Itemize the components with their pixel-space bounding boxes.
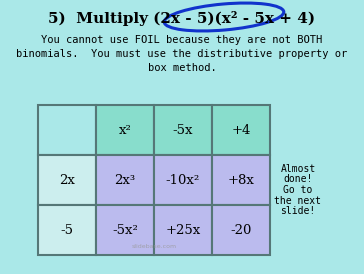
- Bar: [38, 105, 96, 155]
- Text: +8x: +8x: [228, 173, 254, 187]
- Bar: [38, 205, 96, 255]
- Bar: [154, 155, 212, 205]
- Text: slide!: slide!: [280, 206, 316, 216]
- Text: binomials.  You must use the distributive property or: binomials. You must use the distributive…: [16, 49, 348, 59]
- Text: x²: x²: [119, 124, 131, 136]
- Text: +4: +4: [231, 124, 251, 136]
- Bar: [96, 155, 154, 205]
- Text: 2x: 2x: [59, 173, 75, 187]
- Text: done!: done!: [283, 175, 313, 184]
- Bar: [212, 205, 270, 255]
- Text: the next: the next: [274, 196, 321, 206]
- Bar: [96, 205, 154, 255]
- Bar: [154, 105, 212, 155]
- Text: Go to: Go to: [283, 185, 313, 195]
- Text: slidebase.com: slidebase.com: [131, 244, 177, 250]
- Bar: [96, 105, 154, 155]
- Text: 2x³: 2x³: [114, 173, 135, 187]
- Text: -20: -20: [230, 224, 252, 236]
- Bar: [38, 155, 96, 205]
- Text: -10x²: -10x²: [166, 173, 200, 187]
- Text: +25x: +25x: [165, 224, 201, 236]
- Text: -5: -5: [60, 224, 74, 236]
- Text: -5x²: -5x²: [112, 224, 138, 236]
- Bar: [154, 205, 212, 255]
- Bar: [212, 105, 270, 155]
- Text: -5x: -5x: [173, 124, 193, 136]
- Text: Almost: Almost: [280, 164, 316, 174]
- Text: 5)  Multiply (2x - 5)(x² - 5x + 4): 5) Multiply (2x - 5)(x² - 5x + 4): [48, 10, 316, 25]
- Bar: [212, 155, 270, 205]
- Text: You cannot use FOIL because they are not BOTH: You cannot use FOIL because they are not…: [41, 35, 323, 45]
- Text: box method.: box method.: [148, 63, 216, 73]
